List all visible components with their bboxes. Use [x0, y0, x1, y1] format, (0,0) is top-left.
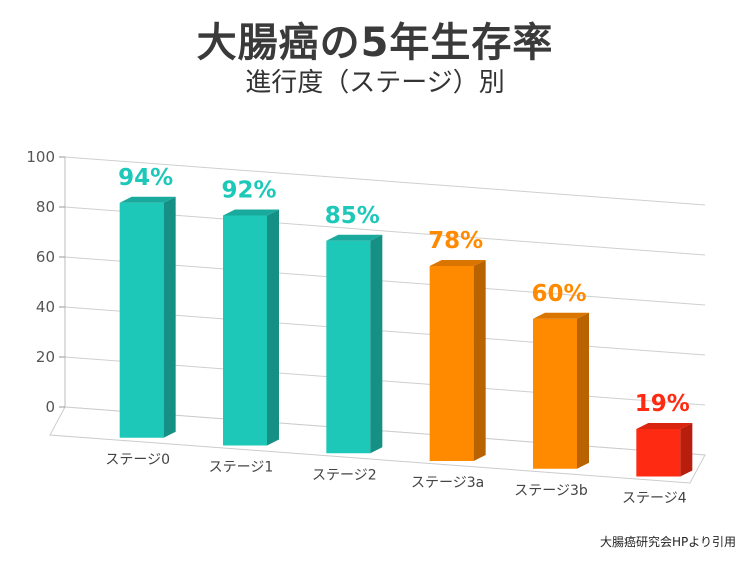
bar-side	[577, 312, 589, 469]
data-labels: 94% 92% 85% 78% 60% 19%	[118, 165, 690, 417]
category-label: ステージ3b	[514, 483, 588, 499]
bars	[119, 196, 693, 477]
y-tick-label: 60	[36, 248, 55, 266]
bar-side	[370, 234, 383, 454]
bar-front	[429, 266, 474, 461]
bar-top	[533, 312, 589, 319]
bar-top	[429, 260, 486, 266]
bar-front	[119, 202, 164, 438]
bar-front	[636, 429, 681, 477]
y-tick-label: 100	[26, 148, 55, 166]
source-note: 大腸癌研究会HPより引用	[599, 535, 736, 549]
category-label: ステージ4	[622, 491, 687, 507]
chart-subtitle: 進行度（ステージ）別	[245, 68, 505, 98]
bar-ステージ3b	[533, 312, 589, 469]
y-tick-label: 40	[36, 298, 55, 316]
data-label: 78%	[428, 228, 483, 254]
data-label: 60%	[531, 281, 586, 307]
bar-top	[119, 196, 176, 203]
data-label: 85%	[325, 203, 380, 229]
bar-top	[223, 209, 279, 216]
bar-ステージ2	[326, 234, 383, 454]
data-label: 94%	[118, 165, 173, 191]
bar-ステージ0	[119, 196, 176, 438]
category-label: ステージ2	[312, 467, 377, 483]
y-tick-label: 20	[36, 348, 55, 366]
data-label: 92%	[221, 178, 276, 204]
bar-side	[473, 260, 486, 461]
bar-front	[223, 215, 267, 446]
bar-side	[163, 196, 176, 438]
bar-front	[326, 240, 371, 454]
data-label: 19%	[635, 391, 690, 417]
category-label: ステージ1	[209, 460, 274, 476]
category-label: ステージ3a	[411, 475, 484, 491]
bar-front	[533, 318, 577, 469]
y-tick-label: 0	[45, 398, 55, 416]
category-label: ステージ0	[105, 452, 170, 468]
y-tick-label: 80	[36, 198, 55, 216]
y-axis-ticks: 0 20 40 60 80 100	[26, 148, 65, 416]
bar-ステージ1	[223, 209, 279, 446]
bar-side	[680, 423, 693, 477]
bar-ステージ4	[636, 423, 693, 477]
bar-ステージ3a	[429, 260, 486, 461]
grid-line	[64, 156, 706, 206]
chart-title: 大腸癌の5年生存率	[196, 20, 554, 66]
category-labels: ステージ0 ステージ1 ステージ2 ステージ3a ステージ3b ステージ4	[105, 452, 686, 507]
bar-top	[326, 234, 383, 241]
bar-side	[267, 209, 279, 446]
bar-top	[636, 423, 693, 429]
